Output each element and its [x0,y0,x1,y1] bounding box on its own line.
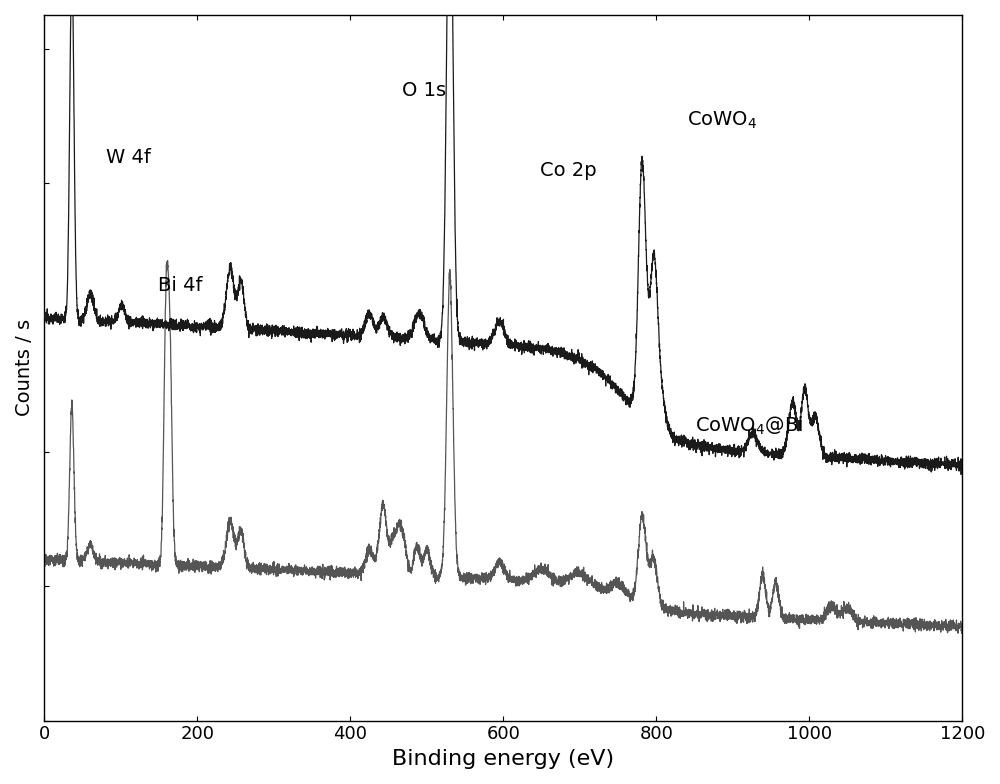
X-axis label: Binding energy (eV): Binding energy (eV) [392,749,614,769]
Y-axis label: Counts / s: Counts / s [15,319,34,416]
Text: Bi 4f: Bi 4f [158,275,202,295]
Text: Co 2p: Co 2p [540,162,597,180]
Text: O 1s: O 1s [402,81,447,100]
Text: CoWO$_4$: CoWO$_4$ [687,110,757,131]
Text: CoWO$_4$@Bi: CoWO$_4$@Bi [695,415,803,437]
Text: W 4f: W 4f [106,148,150,167]
